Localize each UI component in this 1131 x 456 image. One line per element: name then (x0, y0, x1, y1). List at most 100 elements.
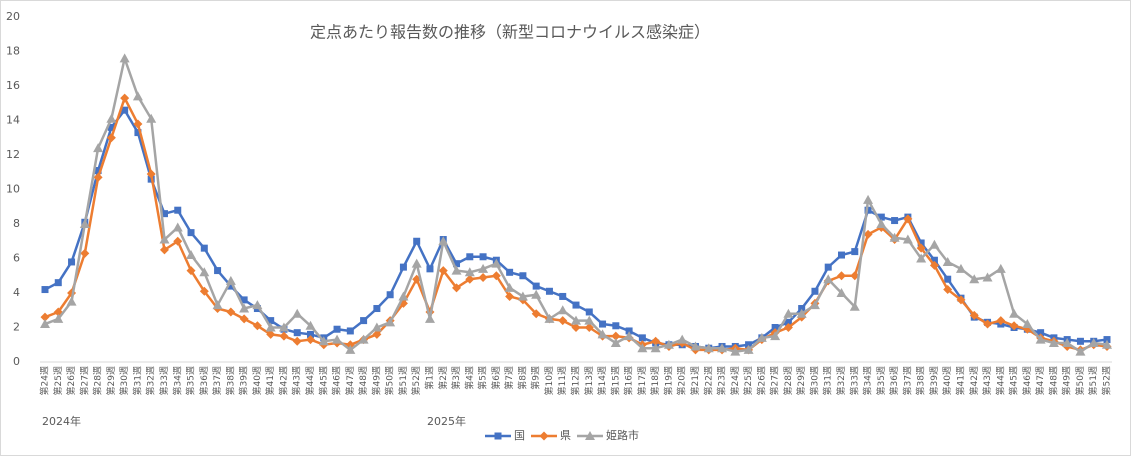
x-tick-label: 第29週 (795, 366, 807, 395)
point (214, 267, 222, 275)
x-tick-label: 第46週 (331, 366, 343, 395)
point (452, 283, 462, 293)
point (624, 331, 635, 341)
x-tick-label: 第16週 (623, 366, 635, 395)
legend-label: 姫路市 (606, 428, 639, 442)
point (107, 123, 115, 131)
point (610, 338, 621, 348)
point (944, 275, 952, 283)
x-tick-label: 第40週 (941, 366, 953, 395)
point (876, 219, 887, 228)
x-tick-label: 第47週 (344, 366, 356, 395)
point (849, 301, 860, 311)
point (823, 274, 834, 284)
x-tick-label: 第39週 (238, 366, 250, 395)
point (996, 316, 1006, 326)
x-tick-label: 第35週 (185, 366, 197, 395)
point (929, 239, 940, 249)
point (478, 272, 488, 282)
point (1102, 339, 1112, 349)
point (942, 256, 953, 266)
x-tick-label: 第52週 (410, 366, 422, 395)
x-tick-label: 第22週 (702, 366, 714, 395)
point (240, 296, 248, 304)
point (293, 329, 301, 337)
x-tick-label: 第33週 (158, 366, 170, 395)
x-tick-label: 第42週 (968, 366, 980, 395)
point (1103, 336, 1111, 344)
point (227, 282, 235, 290)
point (305, 320, 316, 330)
point (371, 322, 382, 332)
y-tick-label: 6 (13, 252, 20, 265)
point (385, 317, 396, 327)
x-tick-label: 第50週 (384, 366, 396, 395)
point (811, 287, 819, 295)
point (891, 217, 899, 225)
point (93, 143, 104, 153)
point (572, 301, 580, 309)
point (612, 322, 620, 330)
point (770, 331, 781, 341)
point (93, 172, 103, 182)
point (345, 344, 356, 354)
x-tick-label: 第49週 (1061, 366, 1073, 395)
point (571, 323, 581, 332)
point (756, 332, 767, 342)
y-tick-label: 8 (13, 217, 20, 230)
point (398, 291, 409, 301)
point (372, 329, 382, 339)
point (40, 312, 50, 322)
point (956, 295, 966, 305)
point (199, 267, 210, 277)
point (121, 106, 129, 114)
x-tick-label: 第51週 (1087, 366, 1099, 395)
x-tick-label: 第27週 (78, 366, 90, 395)
point (557, 305, 568, 315)
chart-title: 定点あたり報告数の推移（新型コロナウイルス感染症） (310, 23, 710, 42)
point (597, 329, 608, 339)
point (995, 263, 1006, 273)
point (491, 258, 502, 268)
x-tick-label: 第43週 (981, 366, 993, 395)
x-tick-label: 第26週 (755, 366, 767, 395)
point (119, 53, 130, 63)
point (850, 271, 860, 281)
y-tick-label: 16 (6, 79, 20, 92)
point (902, 234, 913, 244)
point (172, 222, 183, 232)
point (318, 336, 329, 346)
point (173, 236, 183, 246)
point (784, 318, 792, 326)
x-tick-label: 第31週 (131, 366, 143, 395)
point (863, 194, 874, 204)
point (531, 289, 542, 299)
x-tick-label: 第38週 (915, 366, 927, 395)
point (160, 210, 168, 218)
x-tick-label: 第1週 (423, 366, 435, 390)
point (585, 308, 593, 316)
x-tick-label: 第3週 (450, 366, 462, 390)
x-tick-label: 第30週 (808, 366, 820, 395)
x-tick-label: 第32週 (835, 366, 847, 395)
x-tick-label: 第17週 (636, 366, 648, 395)
point (638, 334, 646, 342)
x-tick-label: 第24週 (39, 366, 51, 395)
x-tick-label: 第12週 (570, 366, 582, 395)
point (186, 266, 196, 276)
point (651, 336, 661, 346)
x-tick-label: 第2週 (437, 366, 449, 390)
point (650, 343, 661, 353)
point (146, 169, 156, 179)
point (717, 343, 728, 353)
point (479, 253, 487, 261)
point (506, 268, 514, 276)
year-label: 2024年 (42, 414, 81, 428)
legend-label: 国 (514, 429, 525, 442)
point (1035, 334, 1046, 344)
x-tick-label: 第25週 (742, 366, 754, 395)
x-tick-label: 第4週 (463, 366, 475, 390)
point (519, 272, 527, 280)
point (278, 322, 289, 332)
